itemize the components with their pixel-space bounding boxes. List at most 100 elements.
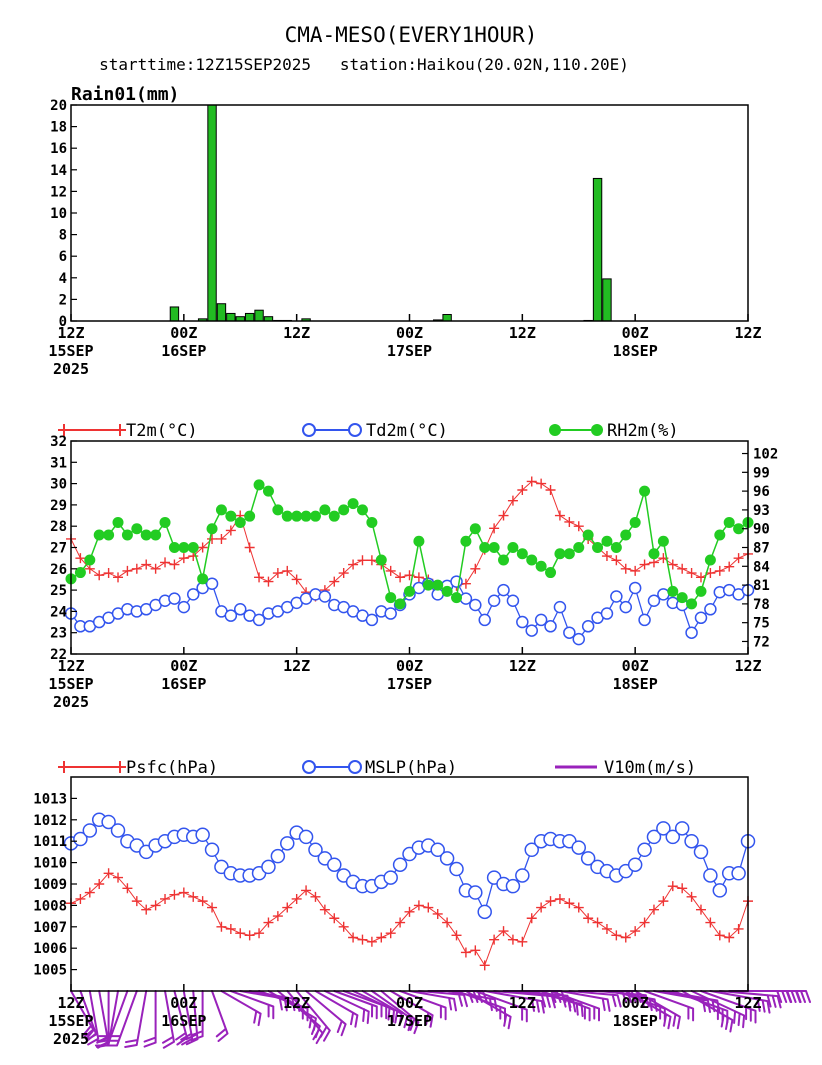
psfc-point <box>423 902 434 913</box>
rh2m-point <box>338 504 350 516</box>
rh2m-point <box>526 554 538 566</box>
psfc-point <box>536 902 547 913</box>
t2m-point <box>272 568 283 579</box>
wind-barb <box>474 990 528 1023</box>
x-day-label: 18SEP <box>613 1012 658 1030</box>
t2m-point <box>131 563 142 574</box>
x-day-label: 18SEP <box>613 342 658 360</box>
y-tick-label: 23 <box>50 626 67 642</box>
psfc-point <box>310 891 321 902</box>
wind-barb <box>493 990 556 1009</box>
rh2m-point <box>441 585 453 597</box>
rh2m-point <box>714 529 726 541</box>
x-tick-label: 00Z <box>396 324 423 342</box>
rh2m-point <box>723 516 735 528</box>
rh2m-point <box>93 529 105 541</box>
x-day-label: 17SEP <box>387 342 432 360</box>
t2m-point <box>141 559 152 570</box>
legend-rh2m-label: RH2m(%) <box>607 421 679 441</box>
psfc-point <box>611 930 622 941</box>
psfc-point <box>545 896 556 907</box>
wind-barb <box>342 990 388 1020</box>
pressure-panel: Psfc(hPa) MSLP(hPa) V10m(m/s) 1005 1006 10… <box>33 758 811 1049</box>
wind-barb <box>190 990 204 1042</box>
mslp-point <box>515 868 530 883</box>
rh2m-point <box>319 504 331 516</box>
rh2m-point <box>385 592 397 604</box>
t2m-point <box>677 563 688 574</box>
wind-barb <box>104 990 138 1047</box>
wind-barb <box>389 990 434 1028</box>
td2m-point <box>657 588 670 601</box>
rh2m-point <box>272 504 284 516</box>
t2m-point <box>244 542 255 553</box>
t2m-point <box>564 516 575 527</box>
t2m-point <box>630 565 641 576</box>
td2m-point <box>638 613 651 627</box>
wind-barb <box>352 990 395 1023</box>
rain-panel-title: Rain01(mm) <box>71 84 179 105</box>
y2-tick-label: 99 <box>753 465 770 481</box>
y-tick-label: 4 <box>59 271 67 287</box>
psfc-point <box>207 902 218 913</box>
psfc-point <box>648 904 659 915</box>
y-tick-label: 10 <box>50 206 67 222</box>
t2m-point <box>291 574 302 585</box>
y-tick-label: 0 <box>59 314 67 330</box>
wind-barb <box>143 990 157 1048</box>
x-tick-label: 00Z <box>170 994 197 1012</box>
t2m-point <box>282 565 293 576</box>
mslp-point <box>298 829 314 845</box>
rh2m-point <box>479 542 491 553</box>
x-day-label: 16SEP <box>161 342 206 360</box>
y-tick-label: 1009 <box>33 877 67 893</box>
wind-barb <box>211 990 229 1042</box>
psfc-point <box>94 879 105 889</box>
pressure-plot: 10051006100710081009101010111012101312Z1… <box>33 791 811 1049</box>
x-tick-label: 12Z <box>734 324 761 342</box>
mslp-point <box>261 859 276 875</box>
mslp-point <box>731 866 746 881</box>
wind-barb <box>464 990 512 1030</box>
td2m-point <box>572 632 585 646</box>
t2m-point <box>470 563 481 574</box>
rh2m-point <box>187 542 199 553</box>
t2m-point <box>498 510 509 521</box>
rh2m-point <box>733 523 745 535</box>
mslp-point <box>637 842 652 858</box>
mslp-point <box>712 883 728 898</box>
y2-tick-label: 84 <box>753 559 770 575</box>
td2m-point <box>516 615 529 629</box>
psfc-point <box>216 921 227 932</box>
psfc-point <box>357 934 368 945</box>
y2-tick-label: 81 <box>753 578 770 594</box>
rh2m-point <box>366 516 378 528</box>
rh2m-point <box>592 542 604 553</box>
psfc-point <box>733 923 744 934</box>
t2m-point <box>169 559 180 570</box>
psfc-point <box>460 947 471 958</box>
mslp-point <box>392 857 408 872</box>
legend-rh2m-marker-right <box>591 424 603 436</box>
y-tick-label: 1008 <box>33 898 67 914</box>
t2m-point <box>357 555 368 566</box>
rh2m-point <box>375 554 387 566</box>
rh2m-point <box>291 510 303 522</box>
td2m-point <box>506 594 520 607</box>
t2m-point <box>75 553 86 564</box>
rh2m-point <box>225 510 237 522</box>
rain-bar <box>254 309 264 322</box>
t2m-point <box>489 523 500 534</box>
legend-td2m-marker-right <box>348 423 362 437</box>
x-tick-label: 00Z <box>622 657 649 675</box>
rh2m-point <box>695 585 707 597</box>
rh2m-point <box>657 535 669 547</box>
psfc-point <box>470 945 481 956</box>
rh2m-point <box>704 554 716 566</box>
x-day-label: 16SEP <box>161 1012 206 1030</box>
wind-barb <box>323 990 370 1025</box>
psfc-point <box>517 936 528 947</box>
wind-barb <box>305 990 347 1037</box>
psfc-point <box>244 930 255 941</box>
